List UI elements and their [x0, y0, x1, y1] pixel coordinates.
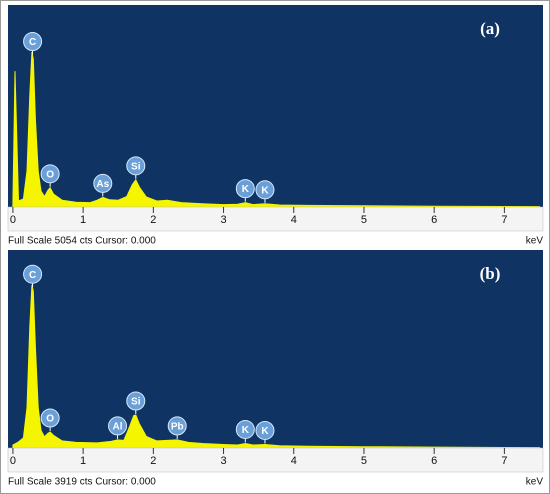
axis-strip — [7, 206, 544, 232]
x-tick-label: 1 — [80, 214, 86, 226]
x-tick-label: 3 — [220, 455, 226, 467]
annotation-label: C — [29, 37, 36, 48]
x-tick-label: 0 — [10, 455, 16, 467]
plot-area — [8, 5, 543, 207]
annotation-bubble — [126, 156, 146, 176]
annotation-label: Si — [131, 397, 141, 408]
annotation-bubble — [23, 264, 43, 284]
x-tick-label: 5 — [361, 455, 367, 467]
footer-text: Full Scale 5054 cts Cursor: 0.000 — [8, 236, 156, 247]
x-tick-label: 6 — [431, 214, 437, 226]
annotation-bubble — [126, 391, 146, 411]
annotation-label: K — [242, 184, 250, 195]
annotation-label: As — [96, 179, 109, 190]
x-tick-label: 6 — [431, 455, 437, 467]
annotation-bubble — [23, 32, 43, 52]
annotation-label: K — [261, 426, 269, 437]
annotation-bubble — [255, 420, 275, 440]
x-tick-label: 7 — [501, 455, 507, 467]
annotation-bubble — [108, 416, 128, 436]
x-tick-label: 2 — [150, 214, 156, 226]
annotation-bubble — [40, 164, 60, 184]
x-tick-label: 4 — [291, 214, 297, 226]
annotation-label: C — [29, 270, 36, 281]
x-tick-label: 1 — [80, 455, 86, 467]
axis-strip — [7, 447, 544, 473]
plot-area — [8, 250, 543, 448]
annotation-label: K — [242, 425, 250, 436]
x-tick-label: 7 — [501, 214, 507, 226]
annotation-label: Si — [131, 161, 141, 172]
annotation-label: K — [261, 185, 269, 196]
annotation-bubble — [235, 419, 255, 439]
x-tick-label: 5 — [361, 214, 367, 226]
footer-text: Full Scale 3919 cts Cursor: 0.000 — [8, 477, 156, 488]
annotation-label: O — [46, 169, 54, 180]
x-unit: keV — [526, 477, 544, 488]
x-tick-label: 4 — [291, 455, 297, 467]
annotation-label: O — [46, 414, 54, 425]
annotation-bubble — [40, 408, 60, 428]
annotation-label: Pb — [171, 422, 184, 433]
panel-label: (b) — [480, 264, 501, 283]
spectrum — [12, 284, 540, 449]
annotation-bubble — [167, 416, 187, 436]
annotation-bubble — [235, 179, 255, 199]
x-unit: keV — [526, 236, 544, 247]
annotation-bubble — [93, 173, 113, 193]
annotation-label: Al — [113, 422, 123, 433]
x-tick-label: 2 — [150, 455, 156, 467]
x-tick-label: 3 — [220, 214, 226, 226]
x-tick-label: 0 — [10, 214, 16, 226]
annotation-bubble — [255, 180, 275, 200]
panel-label: (a) — [480, 19, 500, 38]
